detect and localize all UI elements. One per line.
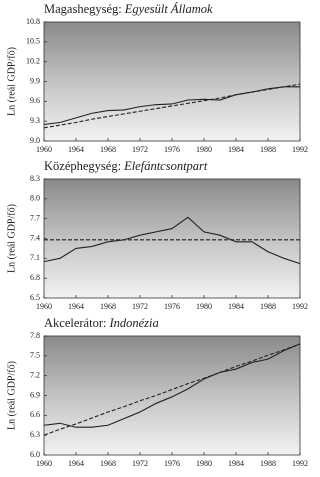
y-axis-label: Ln (reál GDP/fő) bbox=[6, 361, 17, 430]
data-line bbox=[43, 216, 301, 265]
y-tick-label: 9.6 bbox=[30, 96, 40, 105]
y-axis-label: Ln (reál GDP/fő) bbox=[6, 204, 17, 273]
y-tick-label: 8.0 bbox=[30, 194, 40, 203]
plot-background bbox=[43, 178, 301, 299]
x-tick-label: 1972 bbox=[132, 302, 148, 311]
x-tick-label: 1964 bbox=[68, 459, 84, 468]
x-tick-label: 1964 bbox=[68, 302, 84, 311]
x-tick-label: 1984 bbox=[228, 145, 244, 154]
x-tick-label: 1980 bbox=[196, 459, 212, 468]
x-tick-label: 1976 bbox=[164, 459, 180, 468]
trend-line bbox=[43, 83, 301, 129]
y-tick-label: 7.2 bbox=[30, 370, 40, 379]
x-tick-label: 1980 bbox=[196, 145, 212, 154]
x-tick-label: 1968 bbox=[100, 459, 116, 468]
trend-line bbox=[43, 343, 301, 436]
title-text: Akcelerátor: bbox=[44, 316, 106, 330]
x-tick-label: 1980 bbox=[196, 302, 212, 311]
y-tick-label: 7.5 bbox=[30, 351, 40, 360]
title-country: Elefántcsontpart bbox=[123, 159, 208, 173]
y-tick-label: 8.3 bbox=[30, 174, 40, 183]
x-tick-label: 1992 bbox=[292, 302, 308, 311]
x-tick-label: 1960 bbox=[36, 145, 52, 154]
title-country: Egyesült Államok bbox=[124, 2, 213, 16]
x-tick-label: 1988 bbox=[260, 145, 276, 154]
panel-title: Magashegység: Egyesült Államok bbox=[44, 2, 213, 16]
x-tick-label: 1972 bbox=[132, 145, 148, 154]
y-tick-label: 6.6 bbox=[30, 410, 40, 419]
plot-background bbox=[43, 21, 301, 142]
y-tick-label: 10.2 bbox=[26, 56, 40, 65]
x-tick-label: 1984 bbox=[228, 459, 244, 468]
x-tick-label: 1976 bbox=[164, 145, 180, 154]
x-tick-label: 1992 bbox=[292, 459, 308, 468]
title-country: Indonézia bbox=[108, 316, 158, 330]
panel-title: Akcelerátor: Indonézia bbox=[44, 316, 159, 330]
x-tick-label: 1992 bbox=[292, 145, 308, 154]
y-tick-label: 6.0 bbox=[30, 450, 40, 459]
x-tick-label: 1972 bbox=[132, 459, 148, 468]
y-tick-label: 10.5 bbox=[26, 37, 40, 46]
y-tick-label: 7.8 bbox=[30, 331, 40, 340]
y-tick-label: 9.3 bbox=[30, 116, 40, 125]
x-tick-label: 1988 bbox=[260, 459, 276, 468]
y-tick-label: 9.9 bbox=[30, 76, 40, 85]
y-tick-label: 6.3 bbox=[30, 430, 40, 439]
plot-background bbox=[43, 335, 301, 456]
y-tick-label: 6.5 bbox=[30, 293, 40, 302]
data-line bbox=[43, 343, 301, 428]
x-tick-label: 1984 bbox=[228, 302, 244, 311]
title-text: Magashegység: bbox=[44, 2, 122, 16]
y-tick-label: 7.1 bbox=[30, 253, 40, 262]
title-text: Középhegység: bbox=[44, 159, 121, 173]
y-tick-label: 7.4 bbox=[30, 233, 40, 242]
x-tick-label: 1960 bbox=[36, 302, 52, 311]
y-tick-label: 6.9 bbox=[30, 390, 40, 399]
x-tick-label: 1976 bbox=[164, 302, 180, 311]
x-tick-label: 1960 bbox=[36, 459, 52, 468]
y-tick-label: 6.8 bbox=[30, 273, 40, 282]
x-tick-label: 1988 bbox=[260, 302, 276, 311]
y-tick-label: 10.8 bbox=[26, 17, 40, 26]
panel-title: Középhegység: Elefántcsontpart bbox=[44, 159, 208, 173]
y-tick-label: 7.7 bbox=[30, 213, 40, 222]
y-tick-label: 9.0 bbox=[30, 136, 40, 145]
x-tick-label: 1964 bbox=[68, 145, 84, 154]
x-tick-label: 1968 bbox=[100, 145, 116, 154]
y-axis-label: Ln (reál GDP/fő) bbox=[6, 47, 17, 116]
x-tick-label: 1968 bbox=[100, 302, 116, 311]
